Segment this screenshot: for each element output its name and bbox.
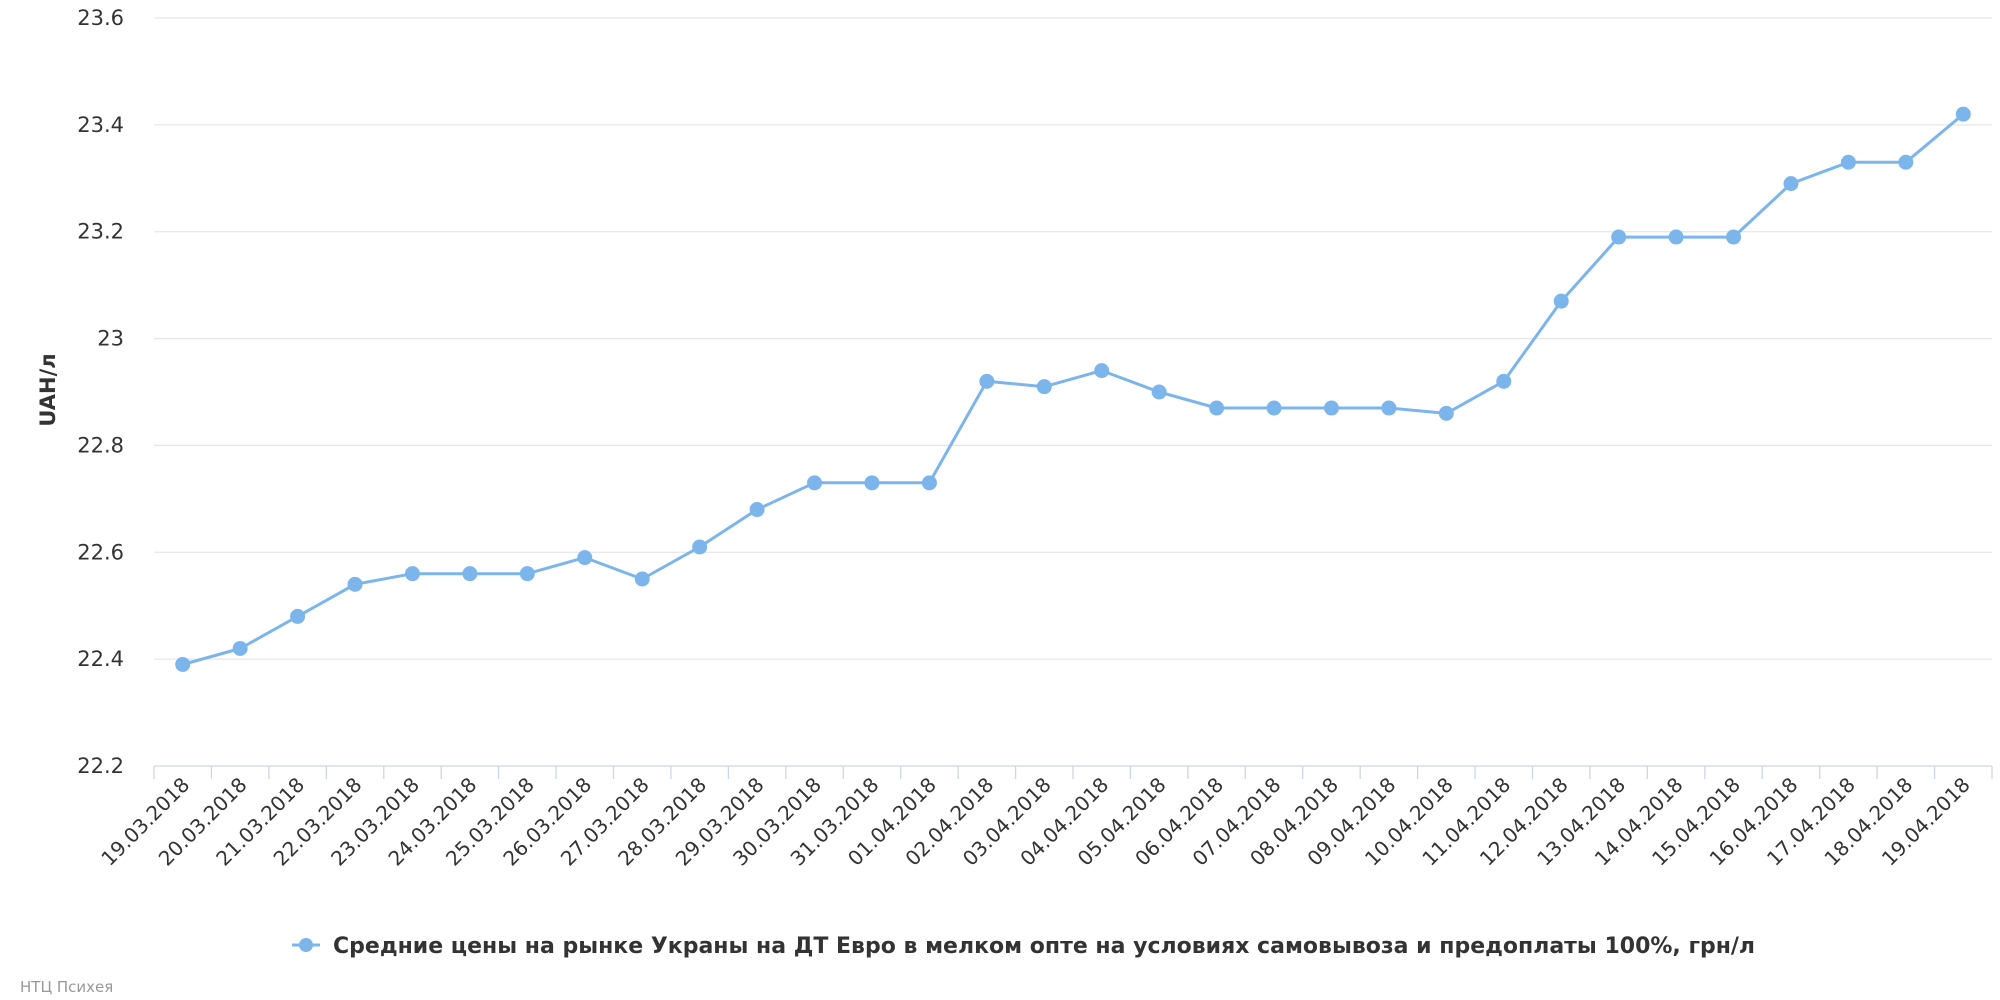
data-point[interactable] xyxy=(1036,379,1052,395)
legend-marker-icon xyxy=(299,938,313,952)
data-point[interactable] xyxy=(519,566,535,582)
data-point[interactable] xyxy=(1668,229,1684,245)
y-axis-tick-labels: 22.2 22.4 22.6 22.8 23 23.2 23.4 23.6 xyxy=(77,6,124,778)
data-point[interactable] xyxy=(1553,293,1569,309)
y-tick-label: 22.8 xyxy=(77,433,124,457)
chart-credit: НТЦ Психея xyxy=(20,978,113,996)
data-point[interactable] xyxy=(290,608,306,624)
y-tick-label: 22.2 xyxy=(77,754,124,778)
data-point[interactable] xyxy=(1381,400,1397,416)
data-point[interactable] xyxy=(404,566,420,582)
data-point[interactable] xyxy=(1323,400,1339,416)
y-tick-label: 22.4 xyxy=(77,647,124,671)
data-point[interactable] xyxy=(1094,363,1110,379)
data-point[interactable] xyxy=(864,475,880,491)
data-point[interactable] xyxy=(807,475,823,491)
data-point[interactable] xyxy=(979,373,995,389)
series-group xyxy=(175,106,1971,672)
data-point[interactable] xyxy=(462,566,478,582)
data-point[interactable] xyxy=(749,502,765,518)
series-line xyxy=(181,112,1965,666)
data-point[interactable] xyxy=(1438,405,1454,421)
data-point[interactable] xyxy=(1840,154,1856,170)
data-point[interactable] xyxy=(1611,229,1627,245)
legend-label: Средние цены на рынке Украны на ДТ Евро … xyxy=(333,934,1755,959)
series-points xyxy=(175,106,1971,672)
x-axis-ticks xyxy=(153,766,1993,779)
data-point[interactable] xyxy=(921,475,937,491)
data-point[interactable] xyxy=(347,576,363,592)
data-point[interactable] xyxy=(175,656,191,672)
y-tick-label: 23.4 xyxy=(77,113,124,137)
y-tick-label: 23.2 xyxy=(77,220,124,244)
data-point[interactable] xyxy=(1266,400,1282,416)
x-axis-tick-labels: 19.03.201820.03.201821.03.201822.03.2018… xyxy=(96,773,1975,871)
data-point[interactable] xyxy=(1496,373,1512,389)
y-axis-label: UAH/л xyxy=(36,353,60,426)
data-point[interactable] xyxy=(692,539,708,555)
y-tick-label: 23.6 xyxy=(77,6,124,30)
data-point[interactable] xyxy=(634,571,650,587)
data-point[interactable] xyxy=(1726,229,1742,245)
y-tick-label: 23 xyxy=(97,327,124,351)
data-point[interactable] xyxy=(1783,176,1799,192)
data-point[interactable] xyxy=(232,640,248,656)
y-tick-label: 22.6 xyxy=(77,540,124,564)
legend[interactable]: Средние цены на рынке Украны на ДТ Евро … xyxy=(292,934,1755,959)
data-point[interactable] xyxy=(1151,384,1167,400)
data-point[interactable] xyxy=(577,550,593,566)
y-gridlines xyxy=(154,17,1992,660)
data-point[interactable] xyxy=(1955,106,1971,122)
data-point[interactable] xyxy=(1898,154,1914,170)
data-point[interactable] xyxy=(1209,400,1225,416)
